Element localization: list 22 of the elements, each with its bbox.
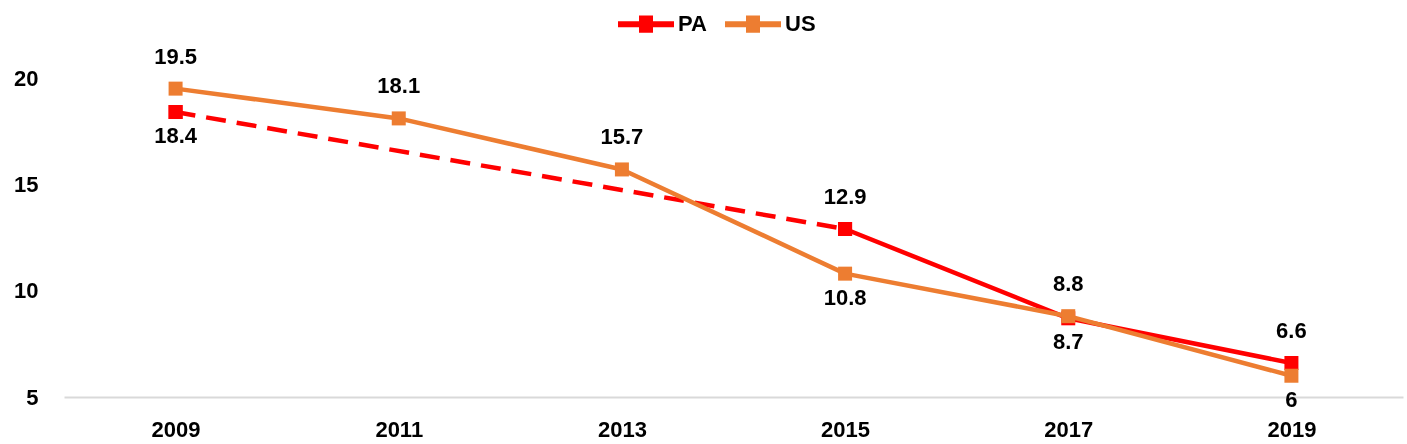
legend-label: PA <box>678 11 708 37</box>
x-tick-label: 2013 <box>597 416 647 442</box>
data-label: 8.8 <box>1052 271 1084 297</box>
data-label: 12.9 <box>823 183 867 209</box>
data-label: 8.7 <box>1052 329 1084 355</box>
legend-label: US <box>785 11 816 37</box>
y-tick-label: 10 <box>14 278 39 304</box>
y-tick-label: 20 <box>14 65 39 91</box>
x-tick-label: 2011 <box>375 416 424 442</box>
y-tick-label: 15 <box>14 171 39 197</box>
data-label: 10.8 <box>823 284 867 310</box>
x-tick-label: 2009 <box>151 416 201 442</box>
data-label: 18.1 <box>377 73 421 99</box>
data-label: 6.6 <box>1276 317 1307 343</box>
x-tick-label: 2015 <box>821 416 871 442</box>
data-label: 6 <box>1285 386 1298 412</box>
x-tick-label: 2019 <box>1267 416 1317 442</box>
data-label: 15.7 <box>600 124 644 150</box>
x-tick-label: 2017 <box>1044 416 1094 442</box>
y-tick-label: 5 <box>26 384 39 410</box>
data-label: 18.4 <box>154 123 198 149</box>
data-label: 19.5 <box>154 43 197 69</box>
